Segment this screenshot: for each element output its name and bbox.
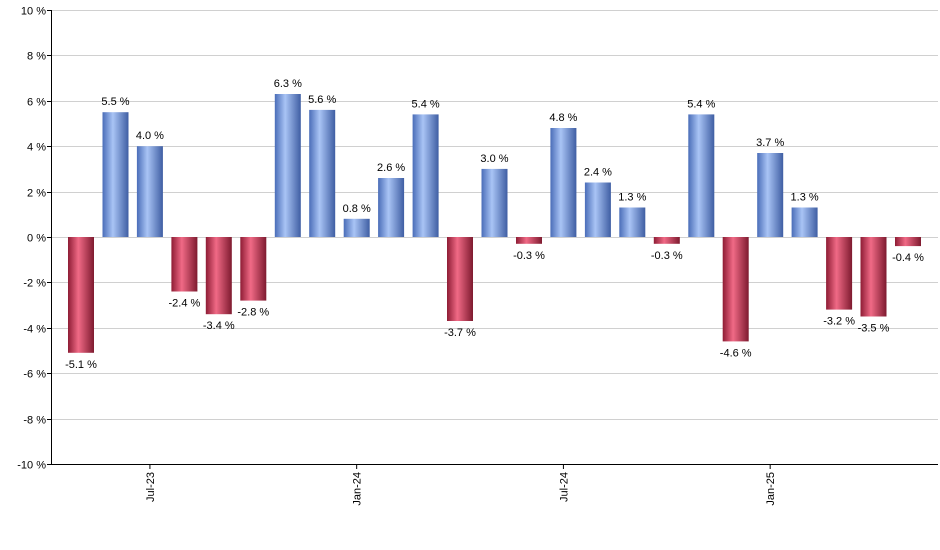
x-tick-label: Jan-25 xyxy=(765,472,777,506)
x-axis-ticks: Jul-23 Jan-24 Jul-24 Jan-25 xyxy=(145,464,777,506)
bar xyxy=(309,109,336,237)
grid-lines xyxy=(51,10,938,465)
data-label: 5.4 % xyxy=(687,98,715,110)
bar xyxy=(895,237,921,247)
bar xyxy=(791,207,818,237)
y-tick-label: -6 % xyxy=(23,369,46,381)
bar xyxy=(860,237,887,317)
x-tick-label: Jul-23 xyxy=(145,472,157,502)
axes xyxy=(51,10,938,465)
bar xyxy=(688,114,715,237)
data-label: 4.0 % xyxy=(136,130,164,142)
data-label: 5.4 % xyxy=(412,98,440,110)
bar xyxy=(653,237,680,244)
data-label: 5.5 % xyxy=(101,96,129,108)
bars xyxy=(68,94,921,353)
data-label: -2.4 % xyxy=(169,298,201,310)
data-label: -2.8 % xyxy=(237,307,269,319)
data-label: -0.4 % xyxy=(892,252,924,264)
y-axis-ticks: -10 % -8 % -6 % -4 % -2 % 0 % 2 % 4 % 6 % 8 % 10 % xyxy=(17,6,51,472)
data-label: -3.5 % xyxy=(858,323,890,335)
data-label: -0.3 % xyxy=(651,250,683,262)
bar xyxy=(205,237,232,315)
bar xyxy=(412,114,439,237)
data-label: -3.7 % xyxy=(444,327,476,339)
y-tick-label: 8 % xyxy=(27,51,46,63)
bar xyxy=(343,218,370,237)
bar xyxy=(584,182,611,237)
y-tick-label: -2 % xyxy=(23,278,46,290)
data-label: 0.8 % xyxy=(343,203,371,215)
y-tick-label: 0 % xyxy=(27,233,46,245)
x-tick-label: Jul-24 xyxy=(558,472,570,502)
bar xyxy=(68,237,94,353)
bar xyxy=(136,146,163,237)
y-tick-label: 10 % xyxy=(21,6,46,18)
data-label: 1.3 % xyxy=(618,192,646,204)
bar xyxy=(619,207,646,237)
data-label: 1.3 % xyxy=(791,192,819,204)
data-label: 3.7 % xyxy=(756,137,784,149)
y-tick-label: -8 % xyxy=(23,415,46,427)
y-tick-label: -10 % xyxy=(17,460,46,472)
data-label: -0.3 % xyxy=(513,250,545,262)
data-label: 5.6 % xyxy=(308,94,336,106)
bar xyxy=(550,128,577,237)
data-label: 4.8 % xyxy=(549,112,577,124)
data-label: -3.4 % xyxy=(203,320,235,332)
x-tick-label: Jan-24 xyxy=(352,472,364,506)
y-tick-label: 6 % xyxy=(27,97,46,109)
y-tick-label: 4 % xyxy=(27,142,46,154)
bar xyxy=(516,237,542,244)
data-label: 3.0 % xyxy=(480,153,508,165)
y-tick-label: 2 % xyxy=(27,188,46,200)
data-label: 2.4 % xyxy=(584,167,612,179)
bar xyxy=(722,237,749,342)
bar xyxy=(481,168,508,237)
bar xyxy=(274,94,301,237)
bar xyxy=(447,237,473,321)
bar xyxy=(757,153,784,237)
data-label: 6.3 % xyxy=(274,78,302,90)
bar xyxy=(171,237,198,292)
data-labels: -5.1 % 5.5 % 4.0 % -2.4 %-3.4 %-2.8 % 6.3 % 5… xyxy=(65,78,924,371)
data-label: -4.6 % xyxy=(720,347,752,359)
bar xyxy=(102,112,129,237)
bar xyxy=(378,178,405,237)
data-label: -3.2 % xyxy=(823,316,855,328)
data-label: -5.1 % xyxy=(65,359,97,371)
bar xyxy=(240,237,267,301)
data-label: 2.6 % xyxy=(377,162,405,174)
y-tick-label: -4 % xyxy=(23,324,46,336)
bar xyxy=(826,237,853,310)
